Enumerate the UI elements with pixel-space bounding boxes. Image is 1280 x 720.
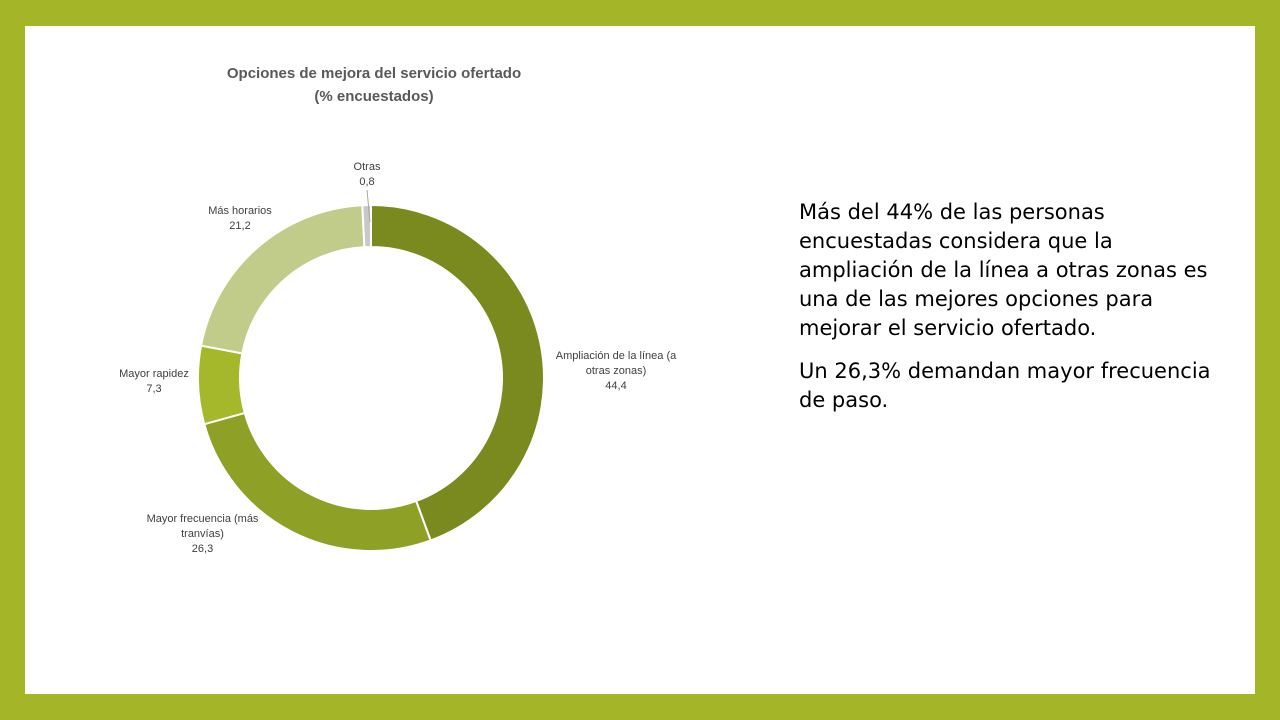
chart-title-line-2: (% encuestados): [314, 88, 434, 105]
data-label-otras: Otras 0,8: [342, 160, 392, 190]
donut-chart: [197, 189, 545, 552]
data-label-ampliacion-value: 44,4: [605, 380, 627, 392]
data-label-frecuencia-value: 26,3: [191, 543, 214, 555]
slide: Opciones de mejora del servicio ofertado…: [25, 26, 1255, 694]
data-label-horarios-name: Más horarios: [208, 205, 272, 217]
summary-paragraph-2: Un 26,3% demandan mayor frecuencia de pa…: [799, 359, 1211, 412]
summary-paragraph-1: Más del 44% de las personas encuestadas …: [799, 200, 1208, 340]
data-label-otras-value: 0,8: [359, 176, 375, 188]
donut-slice-rapidez: [197, 344, 246, 426]
data-label-horarios: Más horarios 21,2: [200, 204, 280, 234]
data-label-rapidez-name: Mayor rapidez: [119, 368, 189, 380]
chart-title: Opciones de mejora del servicio ofertado…: [185, 62, 563, 108]
data-label-frecuencia: Mayor frecuencia (más tranvías) 26,3: [140, 512, 265, 557]
leader-line-otras: [366, 189, 371, 223]
donut-slice-otras: [361, 203, 372, 249]
data-label-rapidez-value: 7,3: [146, 383, 162, 395]
data-label-rapidez: Mayor rapidez 7,3: [114, 367, 194, 397]
data-label-otras-name: Otras: [353, 161, 381, 173]
chart-title-line-1: Opciones de mejora del servicio ofertado: [226, 65, 522, 82]
summary-text: Más del 44% de las personas encuestadas …: [799, 198, 1219, 429]
data-label-ampliacion-name: Ampliación de la línea (a otras zonas): [555, 350, 677, 377]
data-label-frecuencia-name: Mayor frecuencia (más tranvías): [146, 513, 259, 540]
data-label-ampliacion: Ampliación de la línea (a otras zonas) 4…: [551, 349, 681, 394]
data-label-horarios-value: 21,2: [229, 220, 251, 232]
donut-slice-ampliacion: [370, 203, 545, 542]
